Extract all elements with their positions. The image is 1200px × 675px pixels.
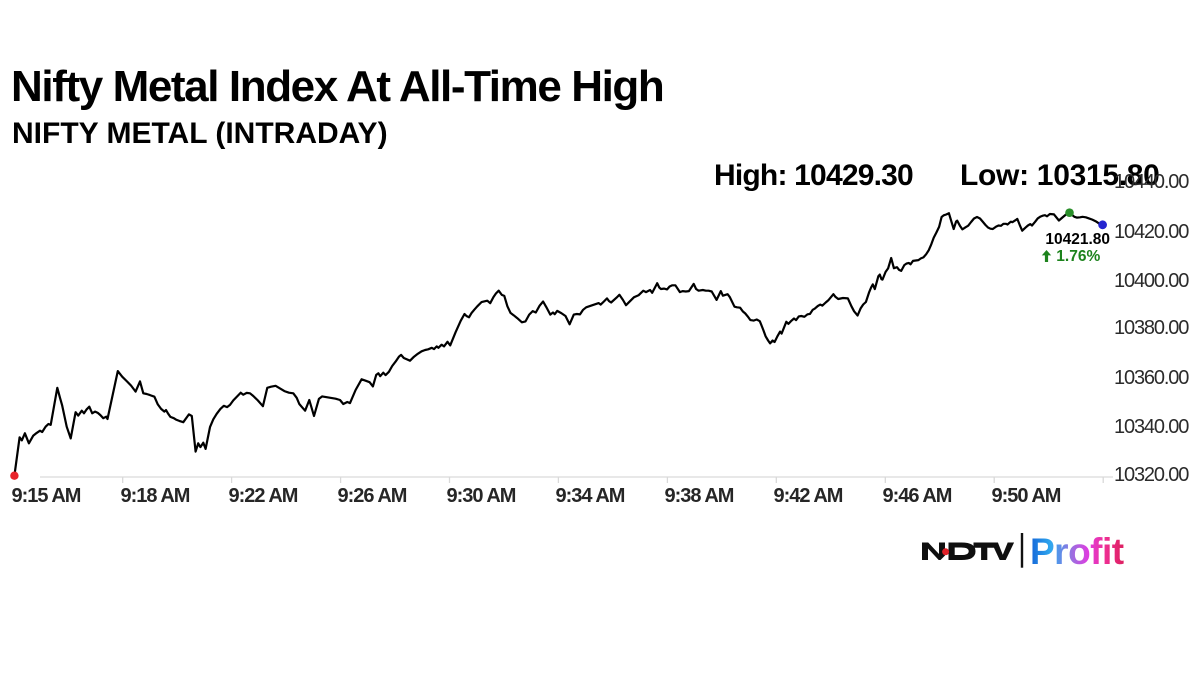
svg-text:Profit: Profit <box>1030 531 1124 572</box>
